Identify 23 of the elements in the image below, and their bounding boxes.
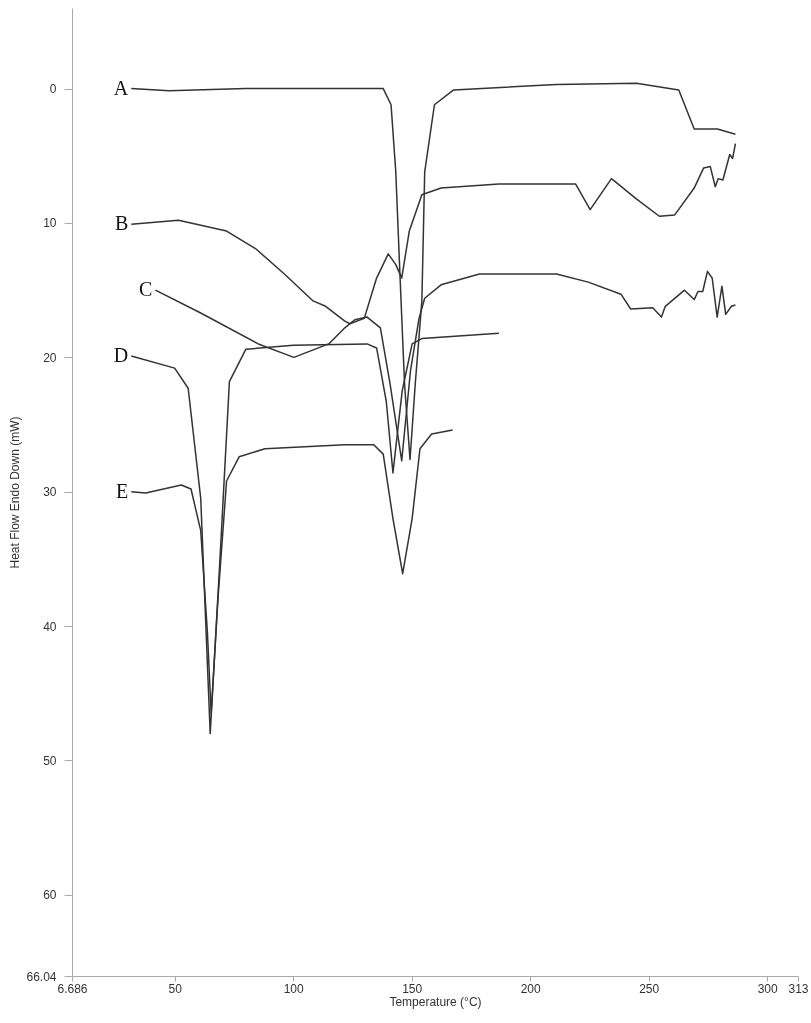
x-tick-label: 313 bbox=[788, 981, 809, 996]
x-tick-label: 200 bbox=[520, 981, 542, 996]
y-tick-label: 40 bbox=[43, 619, 57, 634]
x-tick-label: 150 bbox=[402, 981, 423, 996]
y-tick-label: 20 bbox=[43, 350, 57, 365]
series-label: D bbox=[113, 344, 129, 367]
y-axis-title: Heat Flow Endo Down (mW) bbox=[8, 416, 23, 569]
series-label: B bbox=[114, 212, 129, 235]
x-tick-label: 250 bbox=[639, 981, 660, 996]
series-label: E bbox=[116, 479, 129, 502]
series-label: C bbox=[139, 278, 153, 301]
x-tick-label: 50 bbox=[168, 981, 183, 996]
x-tick-label: 300 bbox=[757, 981, 779, 996]
x-tick-label: 100 bbox=[283, 981, 304, 996]
y-tick-label: 30 bbox=[43, 485, 57, 500]
y-tick-label: 50 bbox=[43, 753, 57, 768]
x-axis-title: Temperature (°C) bbox=[389, 994, 482, 1009]
y-tick-label: 0 bbox=[49, 82, 57, 97]
series-label: A bbox=[113, 76, 129, 99]
y-tick-label: 66.04 bbox=[26, 969, 57, 984]
y-tick-label: 60 bbox=[43, 888, 57, 903]
x-tick-label: 6.686 bbox=[57, 981, 88, 996]
y-tick-label: 10 bbox=[43, 216, 57, 231]
